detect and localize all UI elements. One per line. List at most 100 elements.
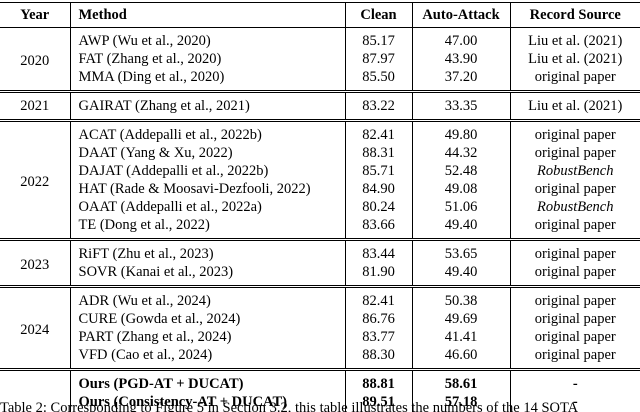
method: ADR (Wu et al., 2024) [70,286,346,310]
record-source: Liu et al. (2021) [528,33,623,49]
record-source: Liu et al. (2021) [528,51,623,67]
record-source: - [572,394,578,410]
method: RiFT (Zhu et al., 2023) [70,239,346,263]
table-header: Year Method Clean Auto-Attack Record Source [0,2,640,28]
clean: 87.97 [345,50,413,68]
auto-attack: 37.20 [412,68,511,92]
clean: 86.76 [345,310,413,328]
year: 2024 [0,286,71,370]
method: CURE (Gowda et al., 2024) [70,310,346,328]
table-row: Ours (PGD-AT + DUCAT) 88.81 58.61 - [0,369,640,412]
record-source: original paper [534,217,616,233]
header-row: Year Method Clean Auto-Attack Record Source [0,2,640,28]
table-row: 2020 AWP (Wu et al., 2020) 85.17 47.00 Liu e… [0,27,640,92]
table-row: MMA (Ding et al., 2020) 85.50 37.20 origina… [0,68,640,92]
auto-attack: 52.48 [412,162,511,180]
year-group: 2023 RiFT (Zhu et al., 2023) 83.44 53.65 ori… [0,239,640,287]
auto-attack: 49.40 [412,263,511,287]
record-source: RobustBench [536,199,614,215]
year-group: 2020 AWP (Wu et al., 2020) 85.17 47.00 Liu e… [0,27,640,92]
record-source: original paper [534,311,616,327]
auto-attack: 44.32 [412,144,511,162]
clean: 85.71 [345,162,413,180]
year-group: 2022 ACAT (Addepalli et al., 2022b) 82.41 4… [0,120,640,240]
clean: 81.90 [345,263,413,287]
table-row: DAAT (Yang & Xu, 2022) 88.31 44.32 original… [0,144,640,162]
clean: 88.30 [345,346,413,370]
year [0,369,71,412]
table-row: CURE (Gowda et al., 2024) 86.76 49.69 origi… [0,310,640,328]
record-source: original paper [534,69,616,85]
auto-attack: 49.40 [412,216,511,240]
method: HAT (Rade & Moosavi-Dezfooli, 2022) [70,180,346,198]
table-row: 2021 GAIRAT (Zhang et al., 2021) 83.22 33.3… [0,91,640,121]
auto-attack: 47.00 [412,27,511,50]
table-row: OAAT (Addepalli et al., 2022a) 80.24 51.06… [0,198,640,216]
table-row: DAJAT (Addepalli et al., 2022b) 85.71 52.4… [0,162,640,180]
column-header: Auto-Attack [412,2,511,28]
year: 2022 [0,120,71,240]
table-row: PART (Zhang et al., 2024) 83.77 41.41 origi… [0,328,640,346]
record-source: RobustBench [536,163,614,179]
method: OAAT (Addepalli et al., 2022a) [70,198,346,216]
column-header: Year [0,2,71,28]
column-header: Clean [345,2,413,28]
auto-attack: 53.65 [412,239,511,263]
year: 2020 [0,27,71,92]
caption: Table 2: Corresponding to Figure 5 in Se… [0,400,579,412]
method: DAJAT (Addepalli et al., 2022b) [70,162,346,180]
method: DAAT (Yang & Xu, 2022) [70,144,346,162]
auto-attack: 49.69 [412,310,511,328]
year: 2023 [0,239,71,287]
clean: 83.44 [345,239,413,263]
method: TE (Dong et al., 2022) [70,216,346,240]
table-row: 2024 ADR (Wu et al., 2024) 82.41 50.38 origi… [0,286,640,370]
method: SOVR (Kanai et al., 2023) [70,263,346,287]
method: Ours (Consistency-AT + DUCAT) [70,393,346,412]
year: 2021 [0,91,71,121]
record-source: original paper [534,293,616,309]
clean: 83.66 [345,216,413,240]
method: ACAT (Addepalli et al., 2022b) [70,120,346,144]
clean: 85.50 [345,68,413,92]
auto-attack: 49.08 [412,180,511,198]
record-source: original paper [534,329,616,345]
table-row: VFD (Cao et al., 2024) 88.30 46.60 original… [0,346,640,370]
record-source: original paper [534,347,616,363]
clean: 84.90 [345,180,413,198]
record-source: original paper [534,246,616,262]
table-row: FAT (Zhang et al., 2020) 87.97 43.90 Liu et… [0,50,640,68]
table-row: 2022 ACAT (Addepalli et al., 2022b) 82.41 4… [0,120,640,240]
clean: 88.81 [345,369,413,393]
auto-attack: 51.06 [412,198,511,216]
clean: 80.24 [345,198,413,216]
table-row: HAT (Rade & Moosavi-Dezfooli, 2022) 84.90… [0,180,640,198]
record-source: original paper [534,264,616,280]
clean: 88.31 [345,144,413,162]
record-source: - [572,376,578,392]
record-source: original paper [534,145,616,161]
auto-attack: 58.61 [412,369,511,393]
method: MMA (Ding et al., 2020) [70,68,346,92]
method: VFD (Cao et al., 2024) [70,346,346,370]
year-group: 2024 ADR (Wu et al., 2024) 82.41 50.38 origi… [0,286,640,370]
table-row: 2023 RiFT (Zhu et al., 2023) 83.44 53.65 ori… [0,239,640,287]
table-row: TE (Dong et al., 2022) 83.66 49.40 original… [0,216,640,240]
auto-attack: 57.18 [412,393,511,412]
method: PART (Zhang et al., 2024) [70,328,346,346]
table-row: SOVR (Kanai et al., 2023) 81.90 49.40 origi… [0,263,640,287]
ours-group: Ours (PGD-AT + DUCAT) 88.81 58.61 - Ours (Co… [0,369,640,412]
column-header: Method [70,2,346,28]
auto-attack: 43.90 [412,50,511,68]
column-header: Record Source [510,2,640,28]
method: FAT (Zhang et al., 2020) [70,50,346,68]
clean: 82.41 [345,120,413,144]
clean: 82.41 [345,286,413,310]
record-source: Liu et al. (2021) [528,98,623,114]
record-source: original paper [534,181,616,197]
record-source: original paper [534,127,616,143]
method: Ours (PGD-AT + DUCAT) [70,369,346,393]
auto-attack: 41.41 [412,328,511,346]
